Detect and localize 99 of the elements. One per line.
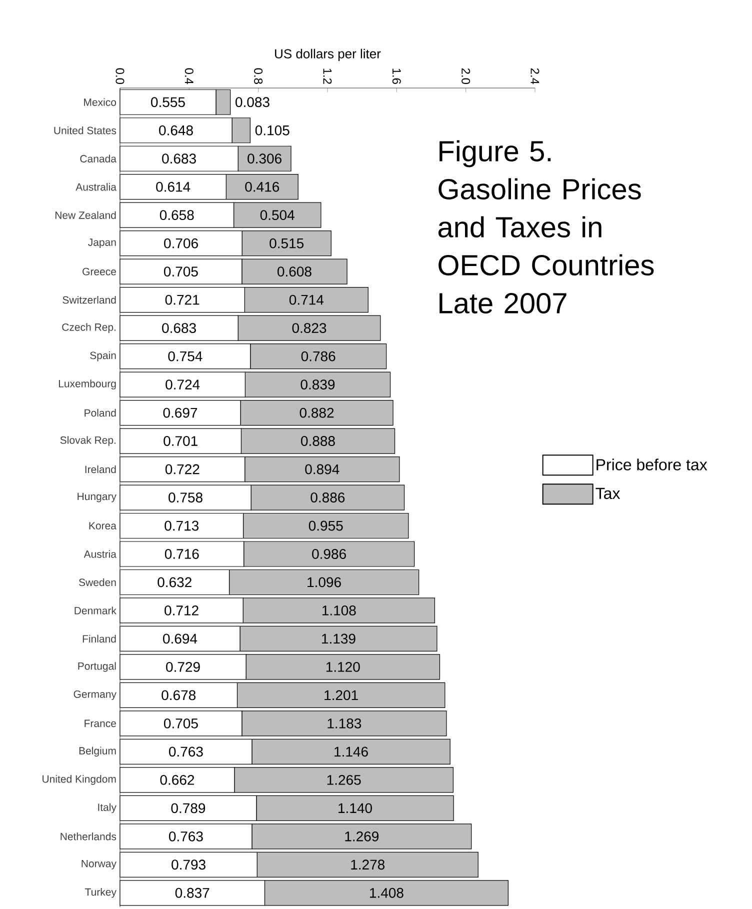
data-label: 0.721	[165, 294, 200, 305]
x-tick-label: 0.8	[254, 68, 263, 84]
data-label: 0.763	[169, 831, 203, 842]
y-tick-label: Switzerland	[62, 296, 116, 304]
x-tick-label: 1.6	[392, 68, 401, 84]
y-tick-label: Norway	[82, 860, 116, 870]
y-tick-label: Germany	[74, 690, 116, 700]
y-tick-label: Greece	[82, 268, 116, 276]
data-label: 0.786	[301, 351, 336, 362]
y-tick-label: Austria	[84, 550, 116, 558]
y-tick-label: Slovak Rep.	[60, 436, 116, 446]
data-label: 0.706	[164, 238, 198, 248]
data-label: 0.955	[308, 520, 343, 531]
x-tick-label: 2.0	[462, 68, 470, 84]
data-label: 0.712	[164, 606, 198, 616]
data-label: 0.763	[169, 746, 203, 757]
data-label: 0.713	[164, 520, 199, 531]
data-label: 1.408	[370, 888, 404, 898]
data-label: 1.278	[351, 860, 385, 870]
y-tick-label: Australia	[76, 183, 116, 191]
data-label: 1.108	[322, 606, 356, 616]
data-label: 1.120	[326, 662, 360, 672]
data-label: 0.306	[248, 154, 282, 164]
data-label: 0.632	[158, 577, 192, 588]
data-label: 0.754	[168, 351, 202, 362]
data-label: 1.096	[308, 577, 341, 588]
y-tick-label: Finland	[82, 634, 116, 643]
data-label: 0.705	[164, 266, 198, 277]
y-tick-label: Mexico	[84, 98, 116, 106]
data-label: 0.083	[236, 97, 270, 108]
data-label: 0.882	[300, 408, 334, 418]
data-label: 0.724	[166, 380, 200, 390]
y-tick-label: Netherlands	[60, 832, 116, 840]
data-label: 0.789	[171, 803, 206, 814]
data-label: 0.701	[164, 436, 198, 446]
data-label: 0.648	[159, 125, 193, 136]
y-tick-label: Ireland	[85, 465, 116, 474]
data-label: 0.105	[255, 125, 290, 136]
y-tick-label: Luxembourg	[58, 380, 116, 390]
data-label: 1.265	[327, 774, 361, 785]
data-label: 1.201	[324, 690, 358, 700]
y-tick-label: United Kingdom	[42, 775, 116, 785]
text: Gasoline Prices and Taxes in OECD Countries Late 2007	[438, 178, 654, 314]
data-label: 0.515	[270, 238, 304, 248]
y-tick-label: United States	[54, 126, 116, 134]
data-label: 0.683	[162, 323, 196, 334]
data-label: 0.722	[165, 464, 200, 474]
data-label: 0.416	[245, 182, 280, 192]
x-axis-title: US dollars per liter	[275, 48, 381, 61]
data-label: 1.183	[328, 718, 362, 728]
x-tick-label: 0.4	[184, 68, 194, 84]
data-label: 0.555	[151, 97, 185, 108]
data-label: 0.678	[162, 690, 196, 700]
y-tick-label: New Zealand	[55, 211, 116, 219]
y-tick-label: Czech Rep.	[62, 323, 116, 333]
y-tick-label: France	[84, 720, 116, 728]
legend-label: Tax	[596, 488, 620, 500]
data-label: 0.705	[164, 718, 198, 728]
x-tick-label: 2.4	[530, 68, 540, 84]
y-tick-label: Canada	[80, 154, 116, 162]
data-label: 0.894	[305, 464, 340, 474]
data-label: 1.269	[345, 831, 379, 842]
data-label: 1.140	[338, 803, 372, 814]
text: Figure 5.	[440, 140, 551, 168]
y-tick-label: Portugal	[78, 662, 116, 672]
data-label: 0.658	[160, 210, 194, 220]
x-tick-label: 0.0	[116, 68, 124, 84]
legend-label: Price before tax	[596, 458, 708, 470]
data-label: 0.888	[301, 436, 335, 446]
data-label: 0.839	[300, 380, 335, 390]
data-label: 0.683	[162, 154, 196, 164]
data-label: 0.793	[172, 860, 206, 870]
y-tick-label: Turkey	[85, 888, 116, 898]
data-label: 1.146	[334, 746, 368, 757]
data-label: 0.504	[260, 210, 294, 220]
y-tick-label: Japan	[88, 238, 116, 248]
x-tick-label: 1.2	[323, 68, 332, 84]
data-label: 0.758	[168, 492, 202, 502]
y-tick-label: Spain	[90, 351, 116, 362]
y-tick-label: Italy	[98, 803, 116, 814]
data-label: 0.662	[160, 774, 194, 785]
y-tick-label: Poland	[84, 408, 116, 417]
data-label: 0.716	[164, 549, 199, 559]
data-label: 0.823	[292, 323, 326, 334]
data-label: 0.697	[163, 408, 198, 418]
data-label: 0.694	[163, 634, 198, 644]
data-label: 0.714	[289, 294, 324, 305]
data-label: 1.139	[322, 634, 356, 644]
y-tick-label: Sweden	[79, 578, 116, 586]
data-label: 0.986	[312, 549, 346, 559]
y-tick-label: Korea	[89, 522, 116, 530]
y-tick-label: Hungary	[78, 492, 116, 502]
y-tick-label: Denmark	[74, 606, 116, 614]
data-label: 0.729	[166, 662, 200, 672]
y-tick-label: Belgium	[79, 746, 116, 757]
data-label: 0.608	[278, 266, 312, 277]
data-label: 0.614	[156, 182, 190, 192]
data-label: 0.837	[175, 888, 210, 898]
data-label: 0.886	[310, 492, 345, 502]
